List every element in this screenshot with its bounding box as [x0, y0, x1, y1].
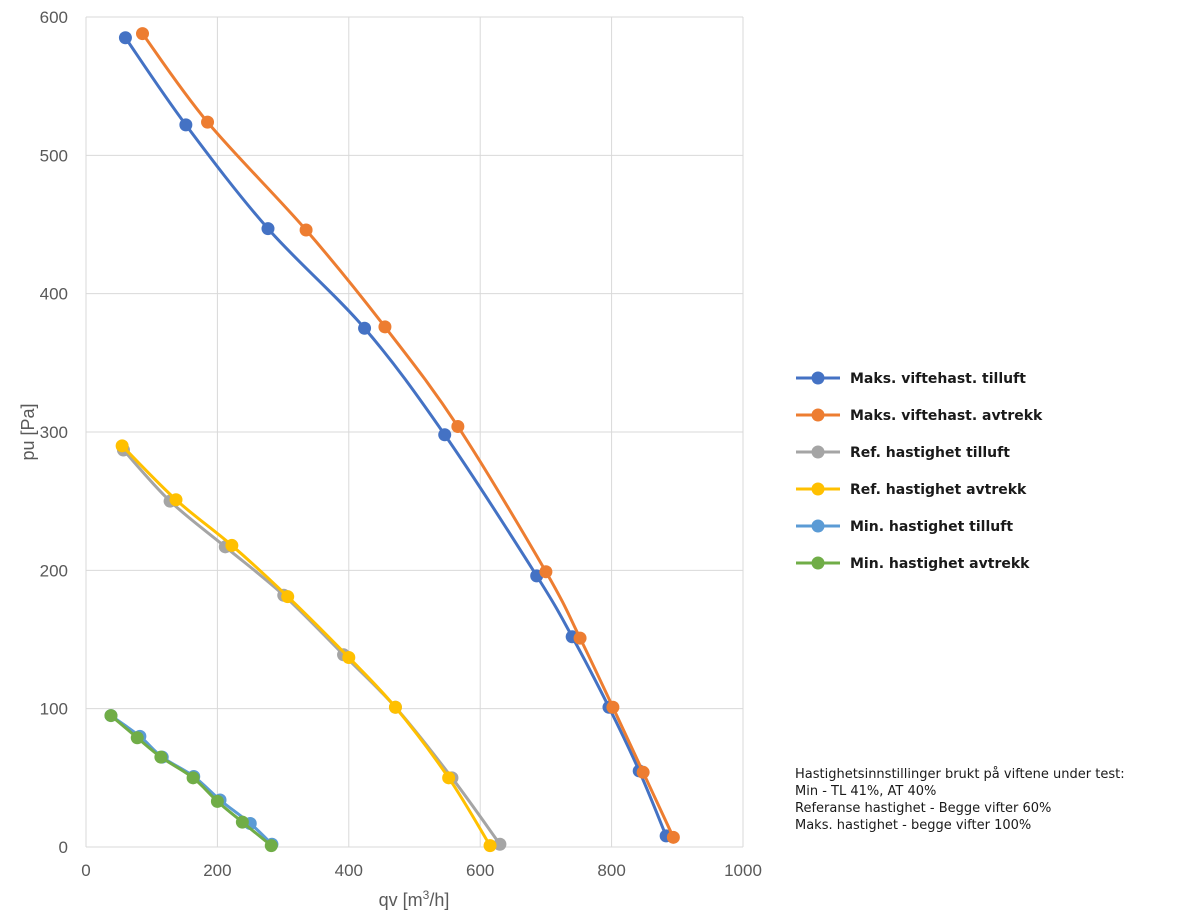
data-point [493, 837, 507, 851]
data-point [210, 794, 224, 808]
data-point [358, 321, 372, 335]
series-line [141, 32, 675, 838]
x-tick-label: 800 [597, 861, 625, 880]
legend-marker [811, 556, 825, 570]
y-tick-label: 300 [40, 423, 68, 442]
legend-item: Min. hastighet tilluft [796, 519, 1013, 535]
data-point [136, 27, 150, 41]
data-point [235, 815, 249, 829]
legend-item: Maks. viftehast. tilluft [796, 371, 1026, 387]
data-point [264, 839, 278, 853]
data-point [261, 222, 275, 236]
data-point [388, 700, 402, 714]
data-point [201, 115, 215, 129]
data-point [281, 590, 295, 604]
x-tick-label: 400 [335, 861, 363, 880]
data-point [342, 650, 356, 664]
y-tick-label: 600 [40, 8, 68, 27]
legend-label: Ref. hastighet avtrekk [850, 482, 1027, 498]
series-3 [115, 439, 497, 853]
data-point [130, 731, 144, 745]
legend-item: Ref. hastighet tilluft [796, 445, 1010, 461]
y-tick-label: 200 [40, 561, 68, 580]
data-point [299, 223, 313, 237]
legend-label: Maks. viftehast. tilluft [850, 371, 1026, 387]
legend-label: Min. hastighet tilluft [850, 519, 1013, 535]
y-axis-title: pu [Pa] [18, 403, 38, 460]
data-point [666, 830, 680, 844]
legend-marker [811, 371, 825, 385]
data-point [118, 31, 132, 45]
data-point [179, 118, 193, 132]
series-line [121, 444, 492, 847]
data-point [483, 839, 497, 853]
test-settings-note: Hastighetsinnstillinger brukt på viftene… [795, 767, 1125, 833]
data-point [451, 419, 465, 433]
x-tick-label: 600 [466, 861, 494, 880]
note-line: Referanse hastighet - Begge vifter 60% [795, 801, 1051, 816]
legend-marker [811, 408, 825, 422]
series-1 [136, 27, 680, 844]
note-line: Hastighetsinnstillinger brukt på viftene… [795, 767, 1125, 782]
legend-marker [811, 445, 825, 459]
data-point [378, 320, 392, 334]
y-tick-label: 400 [40, 285, 68, 304]
data-point [169, 493, 183, 507]
series-line [122, 448, 502, 846]
series-0 [118, 31, 673, 843]
legend-label: Maks. viftehast. avtrekk [850, 408, 1043, 424]
x-tick-label: 0 [81, 861, 90, 880]
series-5 [104, 709, 278, 853]
legend-item: Min. hastighet avtrekk [796, 556, 1030, 572]
data-point [225, 538, 239, 552]
data-point [186, 771, 200, 785]
y-tick-label: 100 [40, 700, 68, 719]
note-line: Min - TL 41%, AT 40% [795, 784, 936, 799]
legend-item: Ref. hastighet avtrekk [796, 482, 1027, 498]
data-point [573, 631, 587, 645]
legend-label: Ref. hastighet tilluft [850, 445, 1010, 461]
grid [85, 16, 744, 848]
data-point [636, 765, 650, 779]
legend: Maks. viftehast. tilluft Maks. viftehast.… [796, 371, 1043, 572]
data-point [115, 439, 129, 453]
legend-label: Min. hastighet avtrekk [850, 556, 1030, 572]
data-point [606, 700, 620, 714]
data-point [104, 709, 118, 723]
data-point [442, 771, 456, 785]
data-point [438, 428, 452, 442]
legend-item: Maks. viftehast. avtrekk [796, 408, 1043, 424]
x-axis-title: qv [m3/h] [379, 888, 450, 910]
x-tick-label: 200 [203, 861, 231, 880]
data-point [154, 750, 168, 764]
y-tick-label: 500 [40, 146, 68, 165]
legend-marker [811, 519, 825, 533]
note-line: Maks. hastighet - begge vifter 100% [795, 818, 1031, 833]
data-point [539, 565, 553, 579]
y-tick-label: 0 [59, 838, 68, 857]
series-layer [104, 27, 680, 853]
x-tick-label: 1000 [724, 861, 762, 880]
tick-labels: 0 200 400 600 800 1000 0 100 200 300 400 500 600 [40, 8, 762, 880]
series-line [124, 36, 668, 837]
legend-marker [811, 482, 825, 496]
